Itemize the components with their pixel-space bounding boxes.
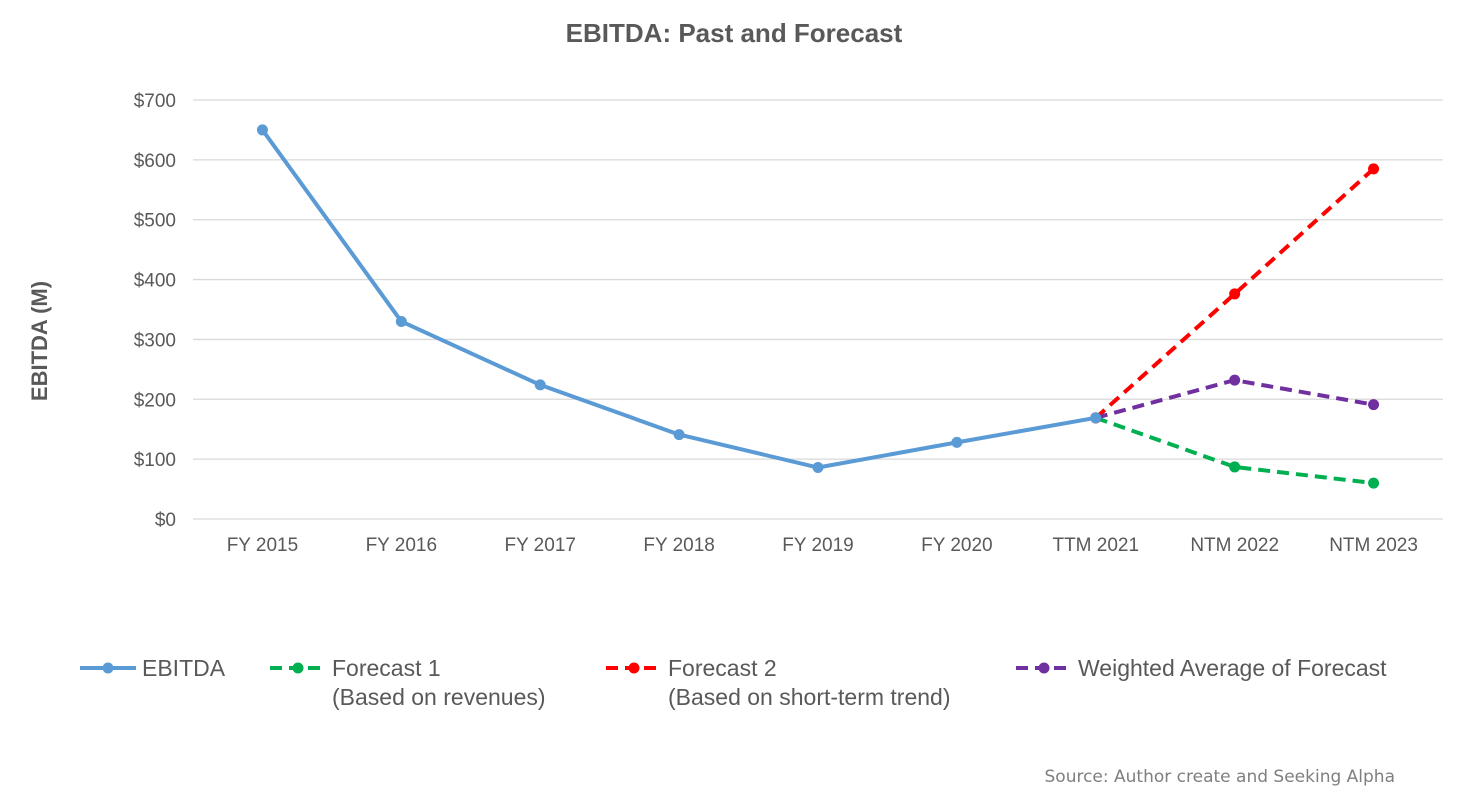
data-point (1368, 477, 1380, 489)
data-point (1229, 288, 1241, 300)
data-point (256, 124, 268, 136)
legend: EBITDA Forecast 1(Based on revenues)Forec… (80, 655, 1387, 710)
gridlines (193, 99, 1443, 520)
x-tick-label: FY 2017 (504, 535, 575, 556)
legend-label: (Based on revenues) (332, 684, 546, 710)
x-tick-label: TTM 2021 (1052, 535, 1139, 556)
y-tick-label: $600 (134, 151, 176, 172)
x-tick-label: FY 2020 (921, 535, 992, 556)
y-axis-label: EBITDA (M) (27, 281, 52, 401)
chart-title: EBITDA: Past and Forecast (566, 18, 903, 48)
data-point (951, 436, 963, 448)
x-tick-label: NTM 2023 (1329, 535, 1418, 556)
y-tick-label: $400 (134, 271, 176, 292)
source-note: Source: Author create and Seeking Alpha (1045, 767, 1396, 787)
data-point (1368, 163, 1380, 175)
legend-label: Forecast 1 (332, 655, 441, 681)
data-point (1229, 374, 1241, 386)
legend-item-forecast-1-based-on-revenues: Forecast 1 (Based on revenues) (270, 655, 546, 710)
x-axis-ticks: FY 2015 FY 2016 FY 2017 FY 2018 FY 2019 FY 20… (227, 535, 1418, 556)
x-tick-label: FY 2019 (782, 535, 853, 556)
data-point (1368, 399, 1380, 411)
x-tick-label: FY 2015 (227, 535, 298, 556)
series-line (1095, 415, 1374, 486)
y-tick-label: $200 (134, 390, 176, 411)
legend-item-forecast-2-based-on-short-term-trend: Forecast 2 (Based on short-term trend) (606, 655, 951, 710)
legend-item-ebitda: EBITDA (80, 655, 226, 681)
series-ebitda (256, 124, 1102, 474)
data-point (534, 379, 546, 391)
legend-item-weighted-average-of-forecast: Weighted Average of Forecast (1016, 655, 1387, 681)
legend-marker (102, 662, 114, 674)
legend-marker (292, 662, 304, 674)
y-tick-label: $500 (134, 211, 176, 232)
legend-label: (Based on short-term trend) (668, 684, 951, 710)
y-tick-label: $100 (134, 450, 176, 471)
y-axis-ticks: $0 $100 $200 $300 $400 $500 $600 $700 (134, 91, 176, 531)
legend-marker (1038, 662, 1050, 674)
legend-label: EBITDA (142, 655, 226, 681)
series-lines (256, 124, 1380, 489)
y-tick-label: $700 (134, 91, 176, 112)
x-tick-label: NTM 2022 (1190, 535, 1279, 556)
data-point (812, 462, 824, 474)
y-tick-label: $300 (134, 330, 176, 351)
series-line (260, 128, 1097, 470)
data-point (1090, 412, 1102, 424)
x-tick-label: FY 2016 (366, 535, 437, 556)
x-tick-label: FY 2018 (643, 535, 714, 556)
legend-label: Weighted Average of Forecast (1078, 655, 1387, 681)
legend-label: Forecast 2 (668, 655, 777, 681)
legend-marker (628, 662, 640, 674)
data-point (673, 429, 685, 441)
series-line (1094, 167, 1375, 420)
y-tick-label: $0 (155, 510, 176, 531)
series-forecast-1-based-on-revenues (1090, 412, 1380, 489)
data-point (395, 315, 407, 327)
data-point (1229, 461, 1241, 473)
